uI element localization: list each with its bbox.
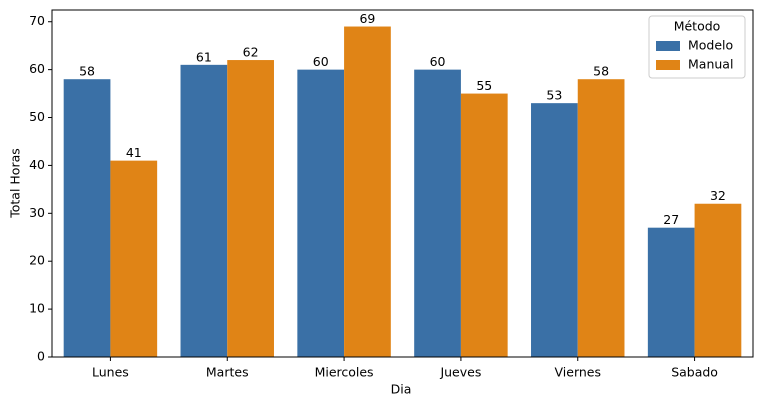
plot-frame	[51, 9, 754, 358]
legend-swatch	[656, 41, 680, 51]
y-tick-label: 0	[37, 349, 45, 364]
value-label: 53	[546, 88, 562, 103]
value-label: 58	[593, 64, 609, 79]
x-tick-label: Jueves	[439, 365, 481, 380]
bar	[647, 227, 695, 357]
y-tick-label: 30	[29, 205, 45, 220]
x-tick-label: Miercoles	[315, 365, 374, 380]
value-label: 32	[710, 188, 726, 203]
value-label: 69	[359, 11, 375, 26]
legend-swatch	[656, 60, 680, 70]
y-tick-label: 20	[29, 253, 45, 268]
bar	[180, 64, 228, 357]
value-label: 55	[476, 78, 492, 93]
value-label: 60	[430, 54, 446, 69]
legend-label: Modelo	[688, 38, 733, 53]
x-tick-label: Martes	[206, 365, 249, 380]
value-label: 62	[243, 45, 259, 60]
bar	[577, 79, 625, 357]
bar	[227, 60, 274, 357]
bar	[460, 93, 508, 357]
bar	[531, 103, 578, 357]
y-axis-label: Total Horas	[8, 148, 23, 219]
value-label: 61	[196, 49, 212, 64]
y-tick-label: 10	[29, 301, 45, 316]
bar	[110, 160, 158, 357]
bar	[297, 69, 345, 358]
value-label: 60	[313, 54, 329, 69]
x-tick-label: Lunes	[92, 365, 129, 380]
x-axis-label: Dia	[391, 382, 412, 397]
bar	[414, 69, 461, 358]
bar	[344, 26, 391, 358]
x-tick-label: Viernes	[555, 365, 601, 380]
legend-label: Manual	[688, 57, 733, 72]
bar	[63, 79, 111, 357]
value-label: 27	[663, 212, 679, 227]
y-tick-label: 50	[29, 109, 45, 124]
value-label: 41	[126, 145, 142, 160]
x-tick-label: Sabado	[671, 365, 718, 380]
legend-title: Método	[674, 19, 721, 34]
bar	[694, 203, 742, 357]
value-label: 58	[79, 64, 95, 79]
y-tick-label: 70	[29, 13, 45, 28]
y-tick-label: 40	[29, 157, 45, 172]
y-tick-label: 60	[29, 61, 45, 76]
